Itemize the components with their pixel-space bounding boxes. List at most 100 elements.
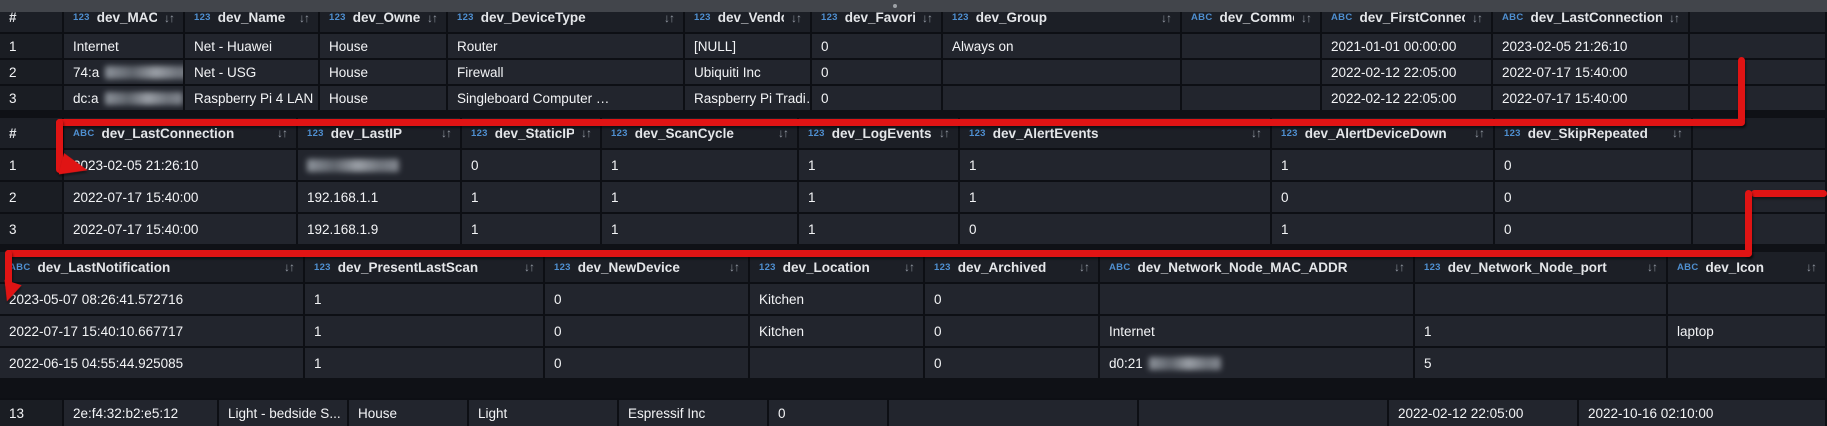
sort-icon[interactable]: ↓↑ <box>1672 126 1683 140</box>
cell-text: 0 <box>778 405 786 421</box>
sort-icon[interactable]: ↓↑ <box>1251 126 1262 140</box>
sort-icon[interactable]: ↓↑ <box>299 10 310 25</box>
sort-icon[interactable]: ↓↑ <box>441 126 452 140</box>
column-label: dev_Location <box>782 259 870 275</box>
sort-icon[interactable]: ↓↑ <box>939 126 950 140</box>
sort-icon[interactable]: ↓↑ <box>1079 260 1090 274</box>
sort-icon[interactable]: ↓↑ <box>1472 10 1483 25</box>
cell-text: 0 <box>1504 189 1512 205</box>
column-label: dev_PresentLastScan <box>337 259 479 275</box>
cell-text: Net - Huawei <box>194 38 273 54</box>
string-type-icon: ABC <box>1502 12 1524 23</box>
column-header-dev_NewDevice[interactable]: 123 dev_NewDevice ↓↑ <box>545 252 750 282</box>
table-cell <box>1139 398 1389 426</box>
table-cell <box>1182 84 1322 110</box>
arrow-2-segment-horizontal <box>5 250 1752 257</box>
sort-icon[interactable]: ↓↑ <box>904 260 915 274</box>
table-cell: d0:21 <box>1100 346 1415 378</box>
cell-text: 1 <box>1424 323 1432 339</box>
sort-icon[interactable]: ↓↑ <box>1394 260 1405 274</box>
column-label: dev_LastConnection <box>101 125 235 141</box>
table-cell <box>1690 84 1827 110</box>
table-cell: [NULL] <box>685 32 812 58</box>
cell-text: laptop <box>1677 323 1714 339</box>
number-type-icon: 123 <box>73 12 90 23</box>
table-cell: 0 <box>812 32 943 58</box>
table-cell: 2021-01-01 00:00:00 <box>1322 32 1493 58</box>
table-cell: 2022-07-17 15:40:00 <box>1493 84 1690 110</box>
cell-text: 1 <box>969 189 977 205</box>
table-cell: 1 <box>305 314 545 346</box>
table-cell: 0 <box>1272 180 1495 212</box>
sort-icon[interactable]: ↓↑ <box>729 260 740 274</box>
cell-text: 1 <box>808 189 816 205</box>
sort-icon[interactable]: ↓↑ <box>164 10 175 25</box>
column-header-dev_Location[interactable]: 123 dev_Location ↓↑ <box>750 252 925 282</box>
table-cell: 1 <box>0 148 64 180</box>
table-cell: Internet <box>64 32 185 58</box>
table-cell: 13 <box>0 398 64 426</box>
table-cell <box>298 148 462 180</box>
arrow-2-segment-vertical-left <box>5 250 12 288</box>
sort-icon[interactable]: ↓↑ <box>1669 10 1680 25</box>
table-cell: Router <box>448 32 685 58</box>
sort-icon[interactable]: ↓↑ <box>1161 10 1172 25</box>
sort-icon[interactable]: ↓↑ <box>524 260 535 274</box>
column-header-dev_Archived[interactable]: 123 dev_Archived ↓↑ <box>925 252 1100 282</box>
cell-text: 2023-05-07 08:26:41.572716 <box>9 291 184 307</box>
table-row: 1 Internet Net - Huawei House Router [NULL] 0 A… <box>0 32 1827 58</box>
column-header-dev_Icon[interactable]: ABC dev_Icon ↓↑ <box>1668 252 1827 282</box>
table-cell: 2022-02-12 22:05:00 <box>1389 398 1579 426</box>
horizontal-scrollbar[interactable] <box>0 0 1827 12</box>
table-cell: 3 <box>0 84 64 110</box>
column-label: dev_NewDevice <box>577 259 680 275</box>
table-cell: 1 <box>602 180 799 212</box>
table-cell: Raspberry Pi 4 LAN <box>185 84 320 110</box>
table-cell: 0 <box>925 282 1100 314</box>
sort-icon[interactable]: ↓↑ <box>791 10 802 25</box>
number-type-icon: 123 <box>952 12 969 23</box>
table-cell: 0 <box>545 346 750 378</box>
cell-text: House <box>329 64 369 80</box>
sort-icon[interactable]: ↓↑ <box>1301 10 1312 25</box>
column-header-#[interactable]: # <box>0 118 64 148</box>
table-cell: House <box>320 58 448 84</box>
redacted-blur <box>105 65 183 79</box>
cell-text: 2022-10-16 02:10:00 <box>1588 405 1714 421</box>
table-cell: 1 <box>462 212 602 244</box>
table-cell: 3 <box>0 212 64 244</box>
cell-text: 0 <box>471 157 479 173</box>
column-header-dev_PresentLastScan[interactable]: 123 dev_PresentLastScan ↓↑ <box>305 252 545 282</box>
column-header-dev_LastNotification[interactable]: ABC dev_LastNotification ↓↑ <box>0 252 305 282</box>
table-row: 2022-06-15 04:55:44.925085 1 0 0 d0:21 5 <box>0 346 1827 378</box>
sort-icon[interactable]: ↓↑ <box>427 10 438 25</box>
column-label: dev_Name <box>217 10 286 25</box>
table-cell <box>1182 32 1322 58</box>
sort-icon[interactable]: ↓↑ <box>581 126 592 140</box>
string-type-icon: ABC <box>1191 12 1213 23</box>
sort-icon[interactable]: ↓↑ <box>922 10 933 25</box>
cell-text: 1 <box>9 157 17 173</box>
sort-icon[interactable]: ↓↑ <box>284 260 295 274</box>
table-cell: 192.168.1.1 <box>298 180 462 212</box>
column-header-dev_Network_Node_MAC_ADDR[interactable]: ABC dev_Network_Node_MAC_ADDR ↓↑ <box>1100 252 1415 282</box>
string-type-icon: ABC <box>1109 261 1131 273</box>
sort-icon[interactable]: ↓↑ <box>664 10 675 25</box>
table-cell: 1 <box>960 180 1272 212</box>
sort-icon[interactable]: ↓↑ <box>1647 260 1658 274</box>
table-row: 3 2022-07-17 15:40:00 192.168.1.9 1 1 1 0 1 0 <box>0 212 1827 244</box>
cell-text: Raspberry Pi Tradi… <box>694 90 812 106</box>
sort-icon[interactable]: ↓↑ <box>277 126 288 140</box>
sort-icon[interactable]: ↓↑ <box>778 126 789 140</box>
table-middle: # ABC dev_LastConnection ↓↑ 123 dev_LastIP ↓↑ 1… <box>0 118 1827 244</box>
cell-text: 1 <box>969 157 977 173</box>
column-header-dev_Name[interactable]: 123 dev_Name ↓↑ <box>185 3 320 32</box>
cell-text: 1 <box>314 355 322 371</box>
table-cell: 192.168.1.9 <box>298 212 462 244</box>
cell-text: dc:a <box>73 90 99 106</box>
column-header-dev_Network_Node_port[interactable]: 123 dev_Network_Node_port ↓↑ <box>1415 252 1668 282</box>
sort-icon[interactable]: ↓↑ <box>1474 126 1485 140</box>
table-cell: 2023-02-05 21:26:10 <box>64 148 298 180</box>
sort-icon[interactable]: ↓↑ <box>1806 260 1817 274</box>
cell-text: 2022-07-17 15:40:10.667717 <box>9 323 184 339</box>
